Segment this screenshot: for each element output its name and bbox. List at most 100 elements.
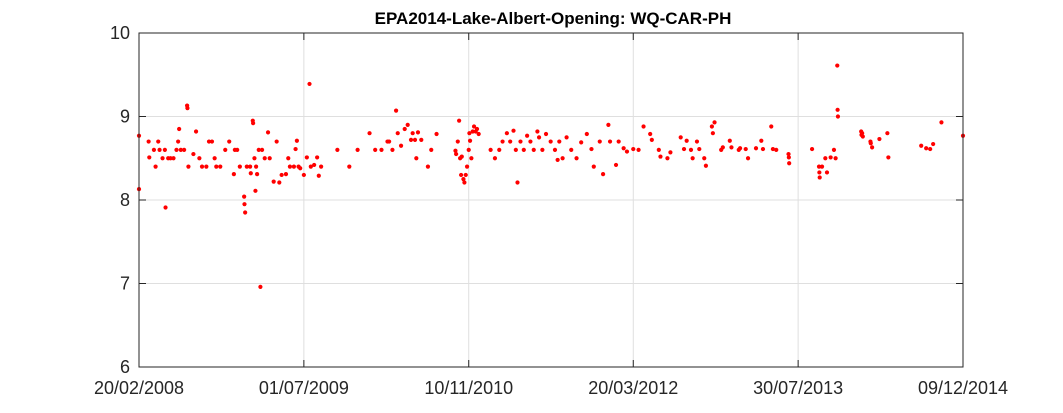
data-point (171, 156, 176, 161)
data-point (253, 188, 258, 193)
data-point (641, 124, 646, 129)
x-tick-label: 30/07/2013 (753, 378, 843, 398)
data-point (265, 130, 271, 135)
data-point (919, 143, 924, 148)
data-point (823, 156, 828, 161)
data-point (355, 147, 360, 152)
data-point (182, 147, 187, 152)
data-point (147, 155, 152, 160)
data-point (237, 164, 242, 169)
data-point (831, 147, 837, 152)
data-point (153, 164, 158, 169)
data-point (720, 145, 725, 150)
data-point (819, 164, 825, 169)
data-point (186, 164, 191, 169)
data-point (185, 106, 190, 111)
data-point (291, 164, 297, 169)
data-point (258, 284, 263, 289)
data-point (212, 156, 217, 161)
data-point (307, 81, 312, 87)
data-point (504, 131, 509, 136)
data-point (463, 172, 468, 178)
data-point (817, 175, 822, 180)
data-point (319, 164, 324, 169)
data-point (464, 164, 470, 169)
data-point (462, 180, 467, 185)
data-point (828, 155, 833, 160)
data-point (287, 164, 293, 169)
data-point (466, 147, 471, 152)
x-tick-label: 10/11/2010 (424, 378, 513, 398)
data-point (649, 137, 654, 142)
data-point (521, 147, 526, 152)
data-point (835, 114, 841, 119)
data-point (434, 131, 439, 137)
data-point (160, 156, 165, 161)
data-point (395, 131, 400, 136)
data-point (162, 147, 167, 152)
data-point (301, 172, 306, 178)
data-point (243, 210, 248, 215)
data-point (457, 118, 462, 123)
data-point (415, 130, 421, 135)
data-point (702, 156, 707, 161)
data-point (244, 164, 249, 169)
data-point (429, 147, 434, 152)
data-point (476, 131, 481, 137)
data-point (727, 138, 732, 143)
data-point (469, 156, 474, 161)
data-point (253, 164, 259, 169)
y-tick-label: 6 (120, 357, 130, 377)
data-point (293, 146, 298, 152)
data-point (656, 147, 661, 152)
data-point (248, 164, 253, 169)
data-point (877, 136, 882, 142)
data-point (461, 177, 466, 182)
data-point (924, 146, 929, 151)
chart-title: EPA2014-Lake-Albert-Opening: WQ-CAR-PH (375, 9, 732, 28)
data-point (833, 156, 838, 161)
data-point (760, 146, 766, 152)
data-point (459, 172, 464, 178)
data-point (607, 139, 613, 144)
data-point (231, 172, 236, 177)
x-tick-label: 01/07/2009 (259, 378, 349, 398)
data-point (156, 139, 161, 144)
data-point (277, 180, 282, 185)
data-point (467, 138, 473, 143)
data-point (688, 147, 694, 152)
data-point (242, 194, 247, 199)
data-point (470, 129, 475, 134)
data-point (454, 151, 459, 157)
data-point (636, 147, 641, 152)
data-point (631, 146, 636, 152)
data-point (681, 146, 687, 152)
data-point (408, 137, 414, 142)
data-point (729, 145, 734, 150)
data-point (414, 156, 419, 161)
data-point (835, 107, 840, 112)
data-point (197, 156, 202, 161)
data-point (835, 63, 840, 68)
data-point (560, 156, 565, 161)
data-point (511, 128, 516, 133)
data-point (786, 151, 791, 157)
data-point (860, 134, 865, 139)
data-point (525, 133, 530, 138)
data-point (223, 147, 228, 152)
data-point (412, 137, 418, 142)
data-point (613, 162, 619, 168)
data-point (191, 151, 196, 157)
data-point (535, 129, 540, 134)
data-point (294, 138, 300, 143)
data-point (737, 146, 743, 151)
data-point (274, 139, 279, 144)
data-point (621, 146, 626, 151)
data-point (402, 126, 407, 132)
x-tick-label: 09/12/2014 (918, 378, 1008, 398)
data-point (168, 156, 173, 161)
data-point (518, 139, 523, 144)
data-point (543, 131, 549, 137)
data-point (453, 148, 458, 153)
